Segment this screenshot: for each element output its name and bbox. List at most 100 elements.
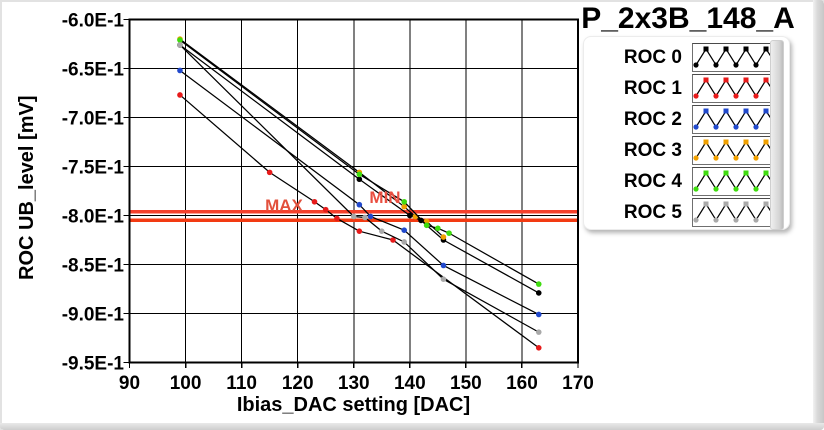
data-point-marker (435, 225, 441, 232)
data-point-marker (177, 42, 183, 48)
x-tick-label: 100 (170, 373, 202, 394)
valley-marker (693, 186, 699, 192)
peak-marker (703, 46, 709, 52)
window-frame-right (813, 0, 824, 430)
x-tick-label: 110 (226, 373, 257, 394)
data-point-marker (177, 92, 183, 98)
legend-item-label: ROC 4 (623, 170, 682, 192)
data-point-marker (367, 213, 374, 220)
x-axis-title: Ibias_DAC setting [DAC] (236, 394, 471, 416)
data-point-marker (401, 239, 408, 245)
data-point-marker (446, 230, 452, 236)
window-frame-top (0, 0, 824, 2)
limit-lines-layer (129, 209, 578, 223)
legend-item-label: ROC 0 (623, 46, 682, 68)
series-line (179, 44, 540, 294)
window-frame-left (0, 0, 2, 430)
data-point-marker (401, 198, 408, 205)
y-tick-label: -8.0E-1 (62, 207, 125, 228)
peak-marker (763, 77, 769, 83)
tick-label-layer: 90 100 110 120 130 140 150 160 170 -6.0E-1 -6.5E-1… (62, 11, 594, 395)
legend-item-label: ROC 5 (623, 201, 682, 223)
valley-marker (733, 186, 739, 192)
valley-marker (713, 124, 719, 130)
valley-marker (753, 155, 759, 161)
data-point-marker (322, 206, 329, 213)
peak-marker (743, 170, 749, 176)
data-point-marker (356, 201, 363, 208)
valley-marker (733, 62, 739, 68)
x-tick-label: 170 (562, 373, 594, 394)
x-tick-label: 150 (450, 373, 482, 394)
data-point-marker (350, 213, 357, 220)
min-limit-label: MIN (369, 188, 400, 207)
legend-item-label: ROC 3 (623, 139, 682, 161)
legend-item-roc3[interactable]: ROC 3 (584, 135, 789, 166)
legend-scrollbar[interactable] (770, 40, 784, 230)
peak-marker (723, 108, 729, 114)
valley-marker (713, 62, 719, 68)
data-point-marker (401, 227, 408, 233)
peak-marker (703, 170, 709, 176)
legend-item-roc4[interactable]: ROC 4 (584, 166, 789, 197)
data-point-marker (390, 237, 396, 243)
legend-item-roc0[interactable]: ROC 0 (584, 42, 789, 73)
peak-marker (703, 201, 709, 207)
series-roc4 (177, 37, 542, 287)
x-tick-label: 140 (394, 373, 426, 394)
peak-marker (703, 77, 709, 83)
data-point-marker (378, 228, 385, 234)
y-tick-label: -7.5E-1 (62, 158, 125, 179)
peak-marker (723, 170, 729, 176)
peak-marker (743, 77, 749, 83)
legend-item-roc2[interactable]: ROC 2 (584, 104, 789, 135)
peak-marker (723, 46, 729, 52)
series-roc1 (177, 92, 542, 351)
plot-style-icon[interactable] (692, 43, 774, 72)
data-point-marker (535, 281, 542, 287)
valley-marker (733, 93, 739, 99)
legend-item-roc5[interactable]: ROC 5 (584, 197, 789, 228)
legend-item-label: ROC 2 (623, 108, 682, 130)
y-tick-label: -8.5E-1 (62, 256, 125, 277)
peak-marker (743, 139, 749, 145)
valley-marker (753, 124, 759, 130)
data-point-marker (362, 214, 368, 221)
legend-item-roc1[interactable]: ROC 1 (584, 73, 789, 104)
valley-marker (693, 124, 699, 130)
plot-style-icon[interactable] (692, 167, 774, 196)
series-line (179, 39, 540, 285)
x-tick-label: 130 (338, 373, 370, 394)
valley-marker (693, 62, 699, 68)
plot-style-icon[interactable] (692, 198, 774, 227)
data-point-marker (334, 215, 340, 222)
plot-style-icon[interactable] (692, 136, 774, 165)
x-tick-label: 120 (282, 373, 314, 394)
peak-marker (743, 201, 749, 207)
data-point-marker (177, 37, 183, 43)
series-line (179, 44, 540, 333)
plot-style-icon[interactable] (692, 105, 774, 134)
valley-marker (713, 93, 719, 99)
y-tick-label: -9.0E-1 (62, 305, 125, 326)
data-point-marker (535, 329, 542, 335)
data-point-marker (401, 203, 408, 210)
data-point-marker (423, 218, 430, 225)
valley-marker (753, 217, 759, 223)
valley-marker (733, 217, 739, 223)
window-frame-bottom (0, 423, 824, 430)
data-point-marker (407, 212, 413, 219)
series-roc0 (177, 42, 542, 296)
valley-marker (753, 93, 759, 99)
peak-marker (703, 139, 709, 145)
valley-marker (713, 155, 719, 161)
valley-marker (693, 155, 699, 161)
peak-marker (723, 77, 729, 83)
data-point-marker (535, 345, 542, 351)
series-layer (177, 36, 542, 351)
peak-marker (703, 108, 709, 114)
plot-style-icon[interactable] (692, 74, 774, 103)
peak-marker (763, 201, 769, 207)
